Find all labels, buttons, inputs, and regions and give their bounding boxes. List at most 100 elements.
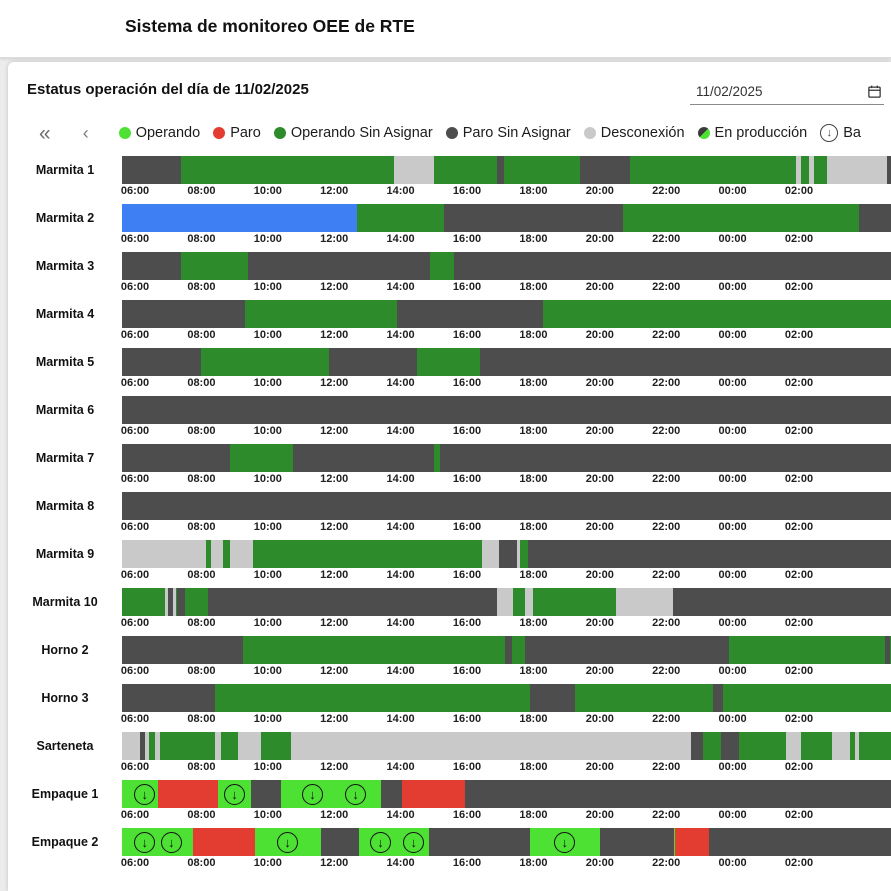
status-segment-operando-sin-asignar[interactable] [858, 732, 891, 760]
status-segment-operando-sin-asignar[interactable] [729, 636, 886, 664]
timeline-bar[interactable] [122, 492, 891, 520]
status-segment-paro-sin-asignar[interactable] [498, 540, 517, 568]
status-segment-paro-sin-asignar[interactable] [579, 156, 630, 184]
status-segment-paro-sin-asignar[interactable] [135, 252, 182, 280]
status-segment-paro-sin-asignar[interactable] [135, 492, 891, 520]
status-segment-operando-sin-asignar[interactable] [623, 204, 859, 232]
status-segment-operando-sin-asignar[interactable] [221, 732, 238, 760]
status-segment-desconexi-n[interactable] [229, 540, 253, 568]
status-segment-paro-sin-asignar[interactable] [885, 636, 891, 664]
status-segment-paro-sin-asignar[interactable] [496, 156, 504, 184]
status-segment-paro-sin-asignar[interactable] [176, 588, 185, 616]
status-segment-desconexi-n[interactable] [832, 732, 851, 760]
status-segment-paro-sin-asignar[interactable] [135, 636, 243, 664]
status-segment-operando-sin-asignar[interactable] [511, 636, 526, 664]
status-segment-operando-sin-asignar[interactable] [722, 684, 891, 712]
status-segment-paro-sin-asignar[interactable] [247, 252, 431, 280]
status-segment-operando-sin-asignar[interactable] [244, 300, 398, 328]
timeline-bar[interactable] [122, 156, 891, 184]
status-segment-paro-sin-asignar[interactable] [380, 780, 403, 808]
legend-item-operando[interactable]: Operando [118, 125, 200, 141]
status-segment-paro-sin-asignar[interactable] [251, 780, 282, 808]
legend-item-ba[interactable]: ↓ Ba [820, 124, 861, 142]
status-segment-desconexi-n[interactable] [496, 588, 514, 616]
status-segment-operando-sin-asignar[interactable] [543, 300, 891, 328]
legend-item-operando-sin-asignar[interactable]: Operando Sin Asignar [273, 125, 433, 141]
timeline-bar[interactable] [122, 732, 891, 760]
status-segment-paro-sin-asignar[interactable] [135, 156, 182, 184]
status-segment-operando-sin-asignar[interactable] [739, 732, 786, 760]
status-segment-paro-sin-asignar[interactable] [691, 732, 703, 760]
status-segment-desconexi-n[interactable] [135, 540, 207, 568]
status-segment-operando-sin-asignar[interactable] [206, 540, 212, 568]
status-segment-desconexi-n[interactable] [144, 732, 149, 760]
status-segment-operando-sin-asignar[interactable] [520, 540, 529, 568]
status-segment-operando-sin-asignar[interactable] [159, 732, 215, 760]
timeline-bar[interactable] [122, 444, 891, 472]
legend-item-paro-sin-asignar[interactable]: Paro Sin Asignar [445, 125, 571, 141]
status-segment-produccion[interactable] [135, 204, 358, 232]
status-segment-paro-sin-asignar[interactable] [709, 828, 891, 856]
status-segment-paro-sin-asignar[interactable] [439, 444, 891, 472]
status-segment-operando-sin-asignar[interactable] [261, 732, 292, 760]
timeline-bar[interactable] [122, 684, 891, 712]
status-segment-operando-sin-asignar[interactable] [800, 156, 809, 184]
status-segment-paro-sin-asignar[interactable] [720, 732, 740, 760]
timeline-bar[interactable] [122, 540, 891, 568]
timeline-bar[interactable]: ↓ ↓ ↓ ↓ ↓ ↓ [122, 828, 891, 856]
status-segment-operando-sin-asignar[interactable] [850, 732, 856, 760]
status-segment-paro-sin-asignar[interactable] [135, 300, 245, 328]
status-segment-paro[interactable] [674, 828, 710, 856]
timeline-bar[interactable] [122, 300, 891, 328]
status-segment-operando-sin-asignar[interactable] [433, 156, 497, 184]
status-segment-paro-sin-asignar[interactable] [712, 684, 723, 712]
status-segment-paro-sin-asignar[interactable] [135, 396, 891, 424]
scroll-prev-button[interactable]: ‹ [77, 123, 95, 143]
status-segment-desconexi-n[interactable] [237, 732, 262, 760]
timeline-bar[interactable] [122, 588, 891, 616]
status-segment-operando-sin-asignar[interactable] [574, 684, 713, 712]
status-segment-paro-sin-asignar[interactable] [858, 204, 891, 232]
status-segment-paro-sin-asignar[interactable] [525, 636, 730, 664]
status-segment-paro-sin-asignar[interactable] [208, 588, 497, 616]
status-segment-operando-sin-asignar[interactable] [629, 156, 796, 184]
status-segment-desconexi-n[interactable] [135, 732, 140, 760]
status-segment-paro-sin-asignar[interactable] [135, 684, 215, 712]
status-segment-paro-sin-asignar[interactable] [292, 444, 434, 472]
scroll-first-button[interactable]: « [33, 122, 57, 145]
status-segment-paro-sin-asignar[interactable] [453, 252, 891, 280]
status-segment-operando-sin-asignar[interactable] [430, 252, 454, 280]
legend-item-desconexi-n[interactable]: Desconexión [583, 125, 685, 141]
status-segment-paro[interactable] [193, 828, 255, 856]
status-segment-operando-sin-asignar[interactable] [222, 540, 230, 568]
status-segment-operando-sin-asignar[interactable] [357, 204, 444, 232]
status-segment-paro-sin-asignar[interactable] [168, 588, 174, 616]
status-segment-paro-sin-asignar[interactable] [599, 828, 675, 856]
status-segment-desconexi-n[interactable] [173, 588, 177, 616]
status-segment-paro-sin-asignar[interactable] [428, 828, 531, 856]
status-segment-operando-sin-asignar[interactable] [417, 348, 481, 376]
timeline-bar[interactable] [122, 396, 891, 424]
status-segment-operando-sin-asignar[interactable] [184, 588, 209, 616]
legend-item-en-producci-n[interactable]: En producción [697, 125, 807, 141]
status-segment-paro-sin-asignar[interactable] [443, 204, 624, 232]
status-segment-desconexi-n[interactable] [154, 732, 160, 760]
status-segment-operando-sin-asignar[interactable] [433, 444, 440, 472]
status-segment-paro-sin-asignar[interactable] [139, 732, 145, 760]
status-segment-desconexi-n[interactable] [211, 540, 223, 568]
timeline-bar[interactable] [122, 204, 891, 232]
status-segment-paro-sin-asignar[interactable] [886, 156, 891, 184]
status-segment-paro-sin-asignar[interactable] [530, 684, 575, 712]
status-segment-paro-sin-asignar[interactable] [528, 540, 891, 568]
status-segment-paro-sin-asignar[interactable] [397, 300, 544, 328]
legend-item-paro[interactable]: Paro [213, 125, 261, 141]
status-segment-paro-sin-asignar[interactable] [465, 780, 891, 808]
status-segment-operando-sin-asignar[interactable] [242, 636, 506, 664]
status-segment-desconexi-n[interactable] [795, 156, 801, 184]
status-segment-paro-sin-asignar[interactable] [672, 588, 891, 616]
status-segment-paro-sin-asignar[interactable] [135, 348, 202, 376]
status-segment-desconexi-n[interactable] [291, 732, 692, 760]
calendar-icon[interactable] [867, 84, 884, 99]
status-segment-paro[interactable] [158, 780, 218, 808]
status-segment-desconexi-n[interactable] [516, 540, 521, 568]
